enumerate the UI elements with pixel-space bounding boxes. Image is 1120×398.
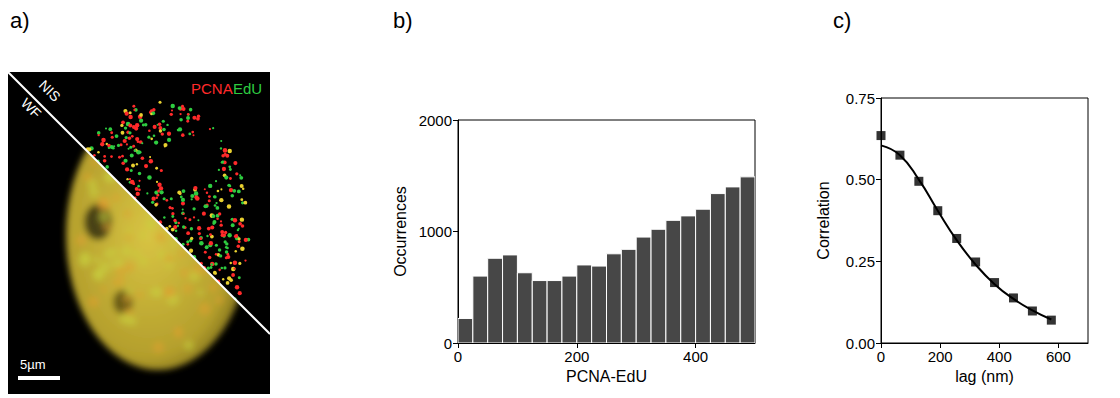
svg-text:0.75: 0.75 — [846, 90, 875, 107]
html-text:c): c) — [833, 8, 852, 33]
html-text:b): b) — [393, 8, 413, 33]
svg-text:EdU: EdU — [233, 80, 262, 97]
svg-text:PCNA-EdU: PCNA-EdU — [566, 368, 647, 385]
svg-text:0: 0 — [877, 348, 885, 365]
svg-text:5µm: 5µm — [20, 357, 46, 372]
svg-text:NIS: NIS — [36, 77, 64, 105]
svg-text:600: 600 — [1046, 348, 1071, 365]
svg-text:Occurrences: Occurrences — [392, 186, 409, 277]
svg-text:PCNA: PCNA — [191, 80, 233, 97]
svg-text:lag (nm): lag (nm) — [955, 368, 1014, 385]
svg-text:Correlation: Correlation — [815, 181, 832, 259]
svg-text:WF: WF — [18, 95, 45, 122]
html-text:a): a) — [10, 8, 30, 33]
svg-text:2000: 2000 — [419, 112, 452, 129]
svg-text:0.00: 0.00 — [846, 335, 875, 352]
svg-text:200: 200 — [564, 348, 589, 365]
svg-text:1000: 1000 — [419, 223, 452, 240]
svg-text:0.50: 0.50 — [846, 171, 875, 188]
svg-text:0.25: 0.25 — [846, 253, 875, 270]
svg-text:0: 0 — [454, 348, 462, 365]
svg-text:400: 400 — [987, 348, 1012, 365]
svg-text:400: 400 — [683, 348, 708, 365]
svg-text:0: 0 — [444, 335, 452, 352]
svg-text:200: 200 — [928, 348, 953, 365]
